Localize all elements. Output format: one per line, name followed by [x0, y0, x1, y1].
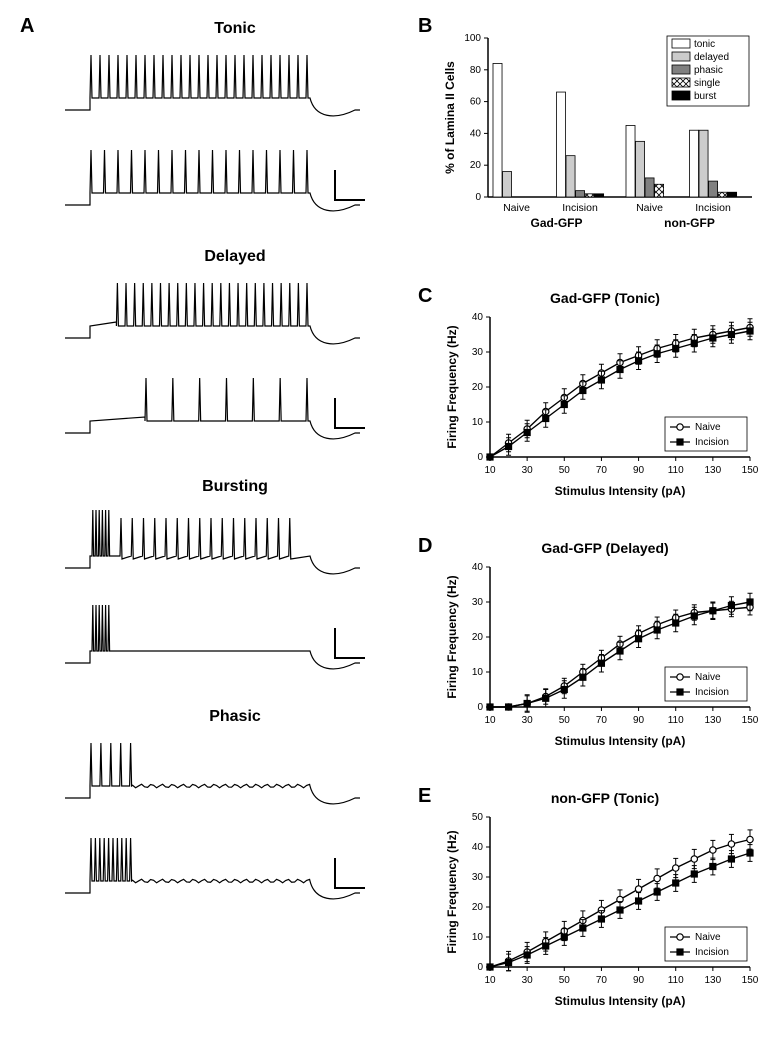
svg-text:Incision: Incision [695, 202, 731, 214]
svg-text:40: 40 [470, 128, 482, 139]
trace-title-delayed: Delayed [85, 248, 385, 266]
svg-text:10: 10 [484, 975, 496, 986]
svg-text:60: 60 [470, 97, 482, 108]
svg-text:burst: burst [694, 91, 716, 102]
svg-text:50: 50 [559, 715, 571, 726]
svg-text:phasic: phasic [694, 65, 723, 76]
svg-text:Incision: Incision [695, 947, 729, 958]
svg-text:50: 50 [559, 975, 571, 986]
svg-text:50: 50 [559, 465, 571, 476]
svg-text:80: 80 [470, 65, 482, 76]
chart-title-e: non-GFP (Tonic) [455, 790, 755, 806]
svg-text:Stimulus Intensity (pA): Stimulus Intensity (pA) [555, 734, 686, 748]
svg-text:0: 0 [477, 452, 483, 463]
svg-text:10: 10 [484, 465, 496, 476]
trace-title-bursting: Bursting [85, 478, 385, 496]
svg-text:70: 70 [596, 465, 608, 476]
panel-label-a: A [20, 15, 34, 38]
svg-text:Naive: Naive [695, 672, 721, 683]
svg-text:Firing Frequency (Hz): Firing Frequency (Hz) [445, 830, 459, 953]
svg-text:0: 0 [477, 702, 483, 713]
svg-text:150: 150 [742, 715, 759, 726]
trace-phasic [60, 728, 380, 918]
svg-text:10: 10 [484, 715, 496, 726]
trace-title-phasic: Phasic [85, 708, 385, 726]
line-chart-c: 0102030401030507090110130150Firing Frequ… [440, 305, 760, 505]
svg-text:30: 30 [472, 597, 484, 608]
svg-text:% of Lamina II Cells: % of Lamina II Cells [443, 61, 457, 174]
svg-text:40: 40 [472, 312, 484, 323]
svg-text:150: 150 [742, 465, 759, 476]
trace-title-tonic: Tonic [85, 20, 385, 38]
svg-text:Incision: Incision [695, 687, 729, 698]
svg-text:20: 20 [472, 382, 484, 393]
svg-text:70: 70 [596, 975, 608, 986]
svg-text:90: 90 [633, 465, 645, 476]
svg-text:130: 130 [705, 465, 722, 476]
svg-text:130: 130 [705, 715, 722, 726]
svg-text:10: 10 [472, 667, 484, 678]
trace-tonic [60, 40, 380, 230]
svg-text:20: 20 [470, 160, 482, 171]
svg-text:Stimulus Intensity (pA): Stimulus Intensity (pA) [555, 994, 686, 1008]
chart-title-c: Gad-GFP (Tonic) [455, 290, 755, 306]
chart-title-d: Gad-GFP (Delayed) [455, 540, 755, 556]
svg-text:Naive: Naive [636, 202, 663, 214]
svg-text:30: 30 [522, 465, 534, 476]
svg-text:tonic: tonic [694, 39, 715, 50]
svg-text:0: 0 [477, 962, 483, 973]
trace-bursting [60, 498, 380, 688]
svg-text:20: 20 [472, 632, 484, 643]
svg-text:0: 0 [475, 192, 481, 203]
svg-text:single: single [694, 78, 721, 89]
svg-text:Gad-GFP: Gad-GFP [530, 216, 582, 230]
svg-text:Stimulus Intensity (pA): Stimulus Intensity (pA) [555, 484, 686, 498]
svg-text:40: 40 [472, 842, 484, 853]
svg-text:Naive: Naive [503, 202, 530, 214]
svg-text:Firing Frequency (Hz): Firing Frequency (Hz) [445, 325, 459, 448]
svg-text:Naive: Naive [695, 932, 721, 943]
svg-text:110: 110 [668, 975, 684, 986]
line-chart-d: 0102030401030507090110130150Firing Frequ… [440, 555, 760, 755]
svg-text:non-GFP: non-GFP [664, 216, 715, 230]
panel-label-d: D [418, 535, 432, 558]
line-chart-e: 010203040501030507090110130150Firing Fre… [440, 805, 760, 1015]
panel-label-b: B [418, 15, 432, 38]
svg-text:100: 100 [464, 33, 481, 44]
svg-text:30: 30 [472, 872, 484, 883]
svg-text:110: 110 [668, 465, 684, 476]
svg-text:10: 10 [472, 417, 484, 428]
svg-text:Incision: Incision [695, 437, 729, 448]
panel-label-c: C [418, 285, 432, 308]
panel-label-e: E [418, 785, 431, 808]
svg-text:30: 30 [472, 347, 484, 358]
svg-text:130: 130 [705, 975, 722, 986]
svg-text:20: 20 [472, 902, 484, 913]
svg-text:150: 150 [742, 975, 759, 986]
bar-chart: 0 20 40 60 80 100 % of Lamina II Cells Naive Inc… [440, 30, 760, 255]
svg-text:90: 90 [633, 975, 645, 986]
svg-text:90: 90 [633, 715, 645, 726]
svg-text:110: 110 [668, 715, 684, 726]
svg-text:Naive: Naive [695, 422, 721, 433]
svg-text:30: 30 [522, 715, 534, 726]
svg-text:70: 70 [596, 715, 608, 726]
svg-text:50: 50 [472, 812, 484, 823]
trace-delayed [60, 268, 380, 458]
svg-text:Firing Frequency (Hz): Firing Frequency (Hz) [445, 575, 459, 698]
svg-text:40: 40 [472, 562, 484, 573]
svg-text:delayed: delayed [694, 52, 729, 63]
svg-text:30: 30 [522, 975, 534, 986]
svg-text:10: 10 [472, 932, 484, 943]
svg-text:Incision: Incision [562, 202, 598, 214]
